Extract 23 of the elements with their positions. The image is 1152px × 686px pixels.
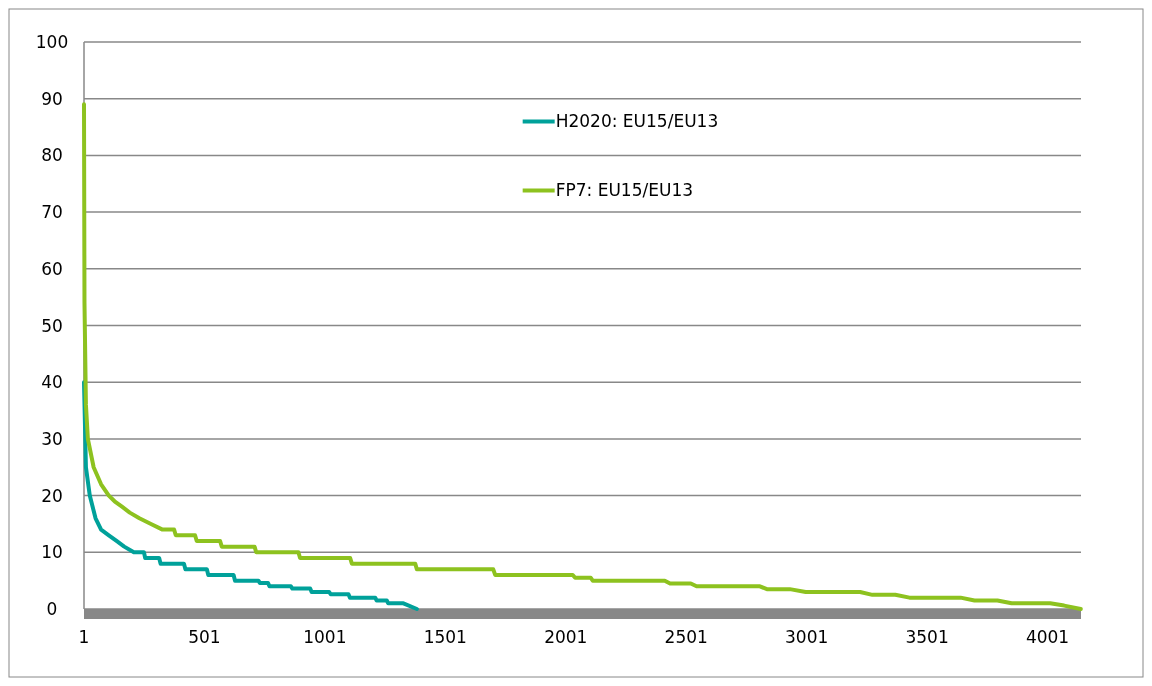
y-tick-label: 70 — [41, 202, 63, 223]
x-tick-label: 3501 — [905, 627, 949, 647]
x-tick-label: 501 — [188, 627, 221, 647]
x-tick-label: 4001 — [1025, 627, 1070, 647]
y-tick-label: 90 — [41, 88, 63, 109]
x-tick-label: 3001 — [785, 627, 829, 647]
y-tick-label: 30 — [41, 428, 63, 449]
x-tick-label: 1 — [78, 627, 90, 647]
y-tick-label: 80 — [41, 145, 63, 166]
y-tick-label: 10 — [41, 542, 63, 563]
y-tick-label: 100 — [35, 32, 69, 52]
y-tick-label: 50 — [41, 315, 63, 336]
legend-label: H2020: EU15/EU13 — [555, 111, 719, 132]
x-tick-label: 1501 — [423, 627, 467, 647]
y-tick-label: 0 — [46, 599, 58, 619]
y-tick-label: 60 — [41, 258, 63, 279]
x-tick-label: 2001 — [544, 627, 588, 647]
y-tick-label: 40 — [41, 372, 63, 393]
legend-label: FP7: EU15/EU13 — [555, 180, 694, 201]
line-series — [82, 380, 419, 611]
x-tick-label: 2501 — [664, 627, 708, 647]
y-tick-label: 20 — [41, 485, 63, 506]
x-tick-label: 1001 — [303, 627, 347, 647]
